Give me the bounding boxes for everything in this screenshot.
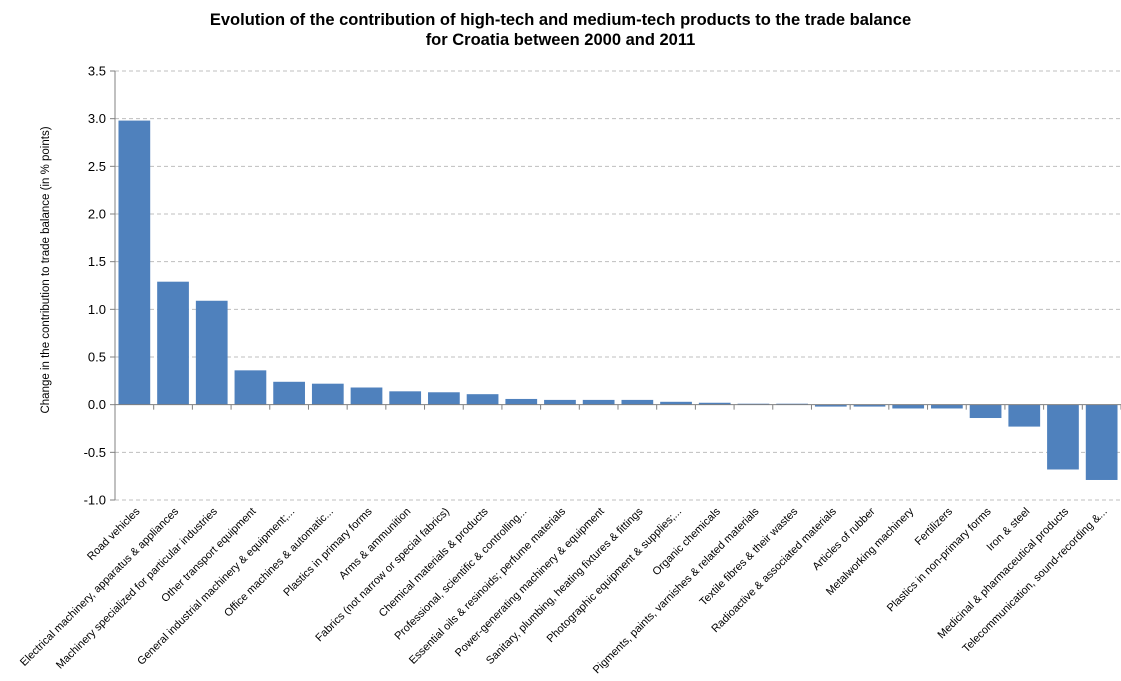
bar	[428, 392, 460, 405]
category-label: Organic chemicals	[650, 505, 723, 578]
bar	[931, 404, 963, 409]
axes	[110, 70, 1121, 501]
bar	[544, 399, 576, 405]
bar	[466, 394, 499, 405]
y-tick-label: 3.0	[88, 111, 106, 126]
bar	[389, 391, 422, 405]
bar	[660, 401, 692, 405]
bar	[311, 383, 344, 405]
y-tick-label: 2.5	[88, 159, 106, 174]
bar	[234, 370, 267, 405]
bar	[814, 404, 847, 407]
bar	[1047, 404, 1079, 470]
y-tick-label: 0.5	[88, 350, 106, 365]
y-tick-label: 1.5	[88, 254, 106, 269]
bar	[273, 381, 305, 405]
bar	[195, 300, 228, 405]
bar	[892, 404, 925, 409]
bars	[118, 120, 1118, 480]
bar	[118, 120, 151, 405]
bar	[853, 404, 886, 407]
chart-title-line-1: Evolution of the contribution of high-te…	[209, 11, 912, 29]
y-tick-label: -1.0	[84, 493, 106, 508]
y-tick-labels: -1.0 -0.5 0.0 0.5 1.0 1.5 2.0 2.5 3.0 3.5	[84, 64, 106, 508]
category-label: Machinery specialized for particular ind…	[54, 505, 220, 671]
y-axis-label: Change in the contribution to trade bala…	[40, 126, 52, 413]
y-tick-label: 3.5	[88, 64, 106, 79]
bar	[969, 404, 1002, 419]
bar	[157, 281, 189, 405]
bar	[621, 399, 654, 405]
y-tick-label: 0.0	[88, 397, 106, 412]
bar	[698, 402, 731, 405]
chart-subtitle: for Croatia between 2000 and 2011	[425, 31, 696, 49]
chart-title: Evolution of the contribution of high-te…	[0, 10, 1121, 50]
category-label: Arms & ammunition	[337, 506, 413, 582]
bar	[505, 398, 538, 405]
y-tick-label: 1.0	[88, 302, 106, 317]
bar	[1085, 404, 1118, 480]
bar	[582, 399, 615, 405]
category-label: Photographic equipment & supplies;...	[545, 506, 684, 645]
y-tick-label: -0.5	[84, 445, 106, 460]
y-tick-label: 2.0	[88, 207, 106, 222]
gridlines	[115, 70, 1121, 501]
bar	[350, 387, 383, 405]
bar	[1008, 404, 1041, 427]
category-label: Telecommunication, sound-recording &...	[960, 506, 1109, 655]
